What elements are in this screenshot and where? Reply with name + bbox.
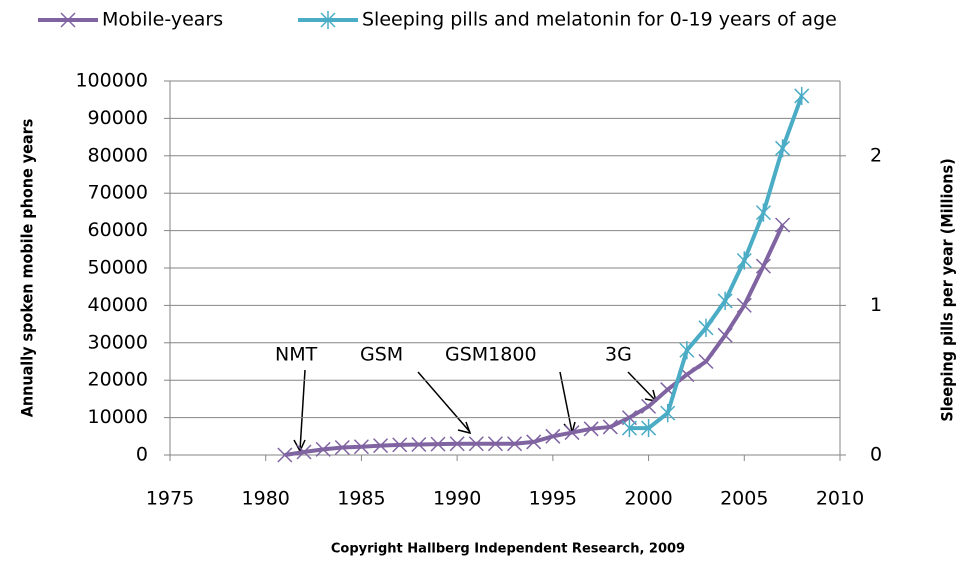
x-tick-label: 2010 [816, 488, 864, 510]
y-tick-label: 10000 [88, 406, 148, 428]
y-tick-label: 0 [136, 444, 148, 466]
marker [392, 437, 408, 453]
marker [277, 447, 293, 463]
marker [641, 418, 657, 438]
marker [373, 438, 389, 454]
marker [411, 436, 427, 453]
y-tick-label: 30000 [88, 331, 148, 353]
marker [621, 410, 637, 426]
legend-marker [320, 10, 336, 30]
series-line [629, 95, 804, 431]
y2-tick-label: 1 [870, 294, 882, 316]
marker [736, 297, 752, 313]
y-tick-label: 50000 [88, 257, 148, 279]
marker [679, 341, 695, 360]
y-tick-label: 20000 [88, 369, 148, 391]
marker [487, 436, 503, 452]
marker [755, 258, 771, 274]
marker [430, 436, 446, 452]
marker [602, 419, 618, 435]
y-tick-label: 70000 [88, 182, 148, 204]
marker [564, 425, 580, 441]
annotation: 3G [605, 344, 632, 366]
marker [641, 398, 657, 414]
marker [526, 434, 542, 450]
marker [755, 203, 771, 222]
marker [315, 441, 331, 457]
x-tick-label: 1990 [433, 488, 481, 510]
marker [698, 353, 714, 370]
x-tick-label: 2005 [720, 488, 768, 510]
copyright-note: Copyright Hallberg Independent Research,… [331, 542, 685, 557]
y-axis-title: Annually spoken mobile phone years [18, 119, 37, 418]
legend-label: Sleeping pills and melatonin for 0-19 ye… [362, 9, 837, 31]
y-tick-label: 40000 [88, 294, 148, 316]
marker [736, 251, 752, 270]
legend-label: Mobile-years [102, 9, 223, 31]
x-tick-label: 1980 [242, 488, 290, 510]
marker [449, 436, 465, 452]
y-tick-label: 80000 [88, 144, 148, 166]
x-tick-label: 1975 [146, 488, 194, 510]
marker [717, 327, 733, 343]
marker [507, 436, 523, 452]
x-tick-label: 2000 [624, 488, 672, 510]
x-tick-label: 1985 [337, 488, 385, 510]
marker [545, 428, 561, 444]
y2-tick-label: 2 [870, 144, 882, 166]
marker [660, 404, 676, 423]
marker [468, 436, 484, 452]
marker [296, 444, 312, 460]
marker [334, 439, 350, 456]
annotation: GSM [360, 344, 403, 366]
marker [583, 421, 599, 437]
x-tick-label: 1995 [529, 488, 577, 510]
y-tick-label: 100000 [75, 70, 148, 92]
y-tick-label: 60000 [88, 219, 148, 241]
marker [775, 217, 791, 233]
annotation: GSM1800 [445, 344, 537, 366]
y2-axis-title: Sleeping pills per year (Millions) [938, 158, 957, 421]
annotation: NMT [275, 344, 318, 366]
marker [621, 418, 637, 438]
y2-tick-label: 0 [870, 444, 882, 466]
marker [775, 139, 791, 158]
marker [353, 439, 369, 455]
marker [794, 86, 810, 106]
legend-marker [60, 12, 76, 28]
y-tick-label: 90000 [88, 107, 148, 129]
marker [717, 291, 733, 311]
annotation-arrows [293, 369, 658, 453]
marker [698, 318, 714, 337]
series-line [284, 224, 785, 457]
